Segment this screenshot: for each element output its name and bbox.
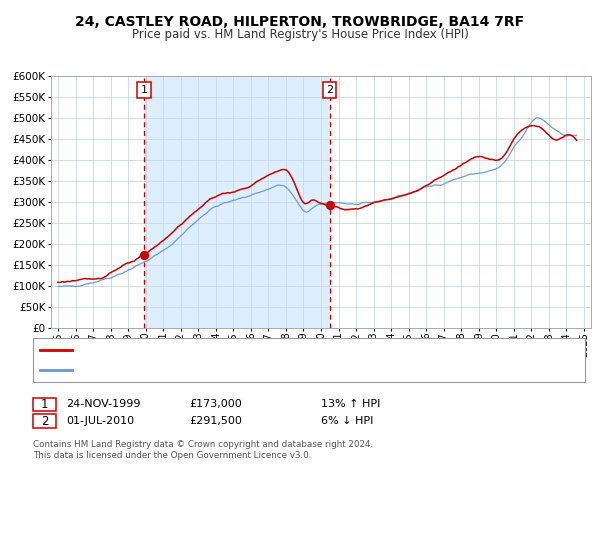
Point bbox=[139, 250, 149, 259]
Text: 2: 2 bbox=[41, 414, 48, 428]
Text: 2: 2 bbox=[326, 85, 334, 95]
Bar bbox=[144, 76, 330, 328]
Text: 01-JUL-2010: 01-JUL-2010 bbox=[66, 416, 134, 426]
Text: This data is licensed under the Open Government Licence v3.0.: This data is licensed under the Open Gov… bbox=[33, 451, 311, 460]
Text: £291,500: £291,500 bbox=[189, 416, 242, 426]
Text: £173,000: £173,000 bbox=[189, 399, 242, 409]
Text: 13% ↑ HPI: 13% ↑ HPI bbox=[321, 399, 380, 409]
Text: Contains HM Land Registry data © Crown copyright and database right 2024.: Contains HM Land Registry data © Crown c… bbox=[33, 440, 373, 449]
Text: 1: 1 bbox=[140, 85, 148, 95]
Text: 6% ↓ HPI: 6% ↓ HPI bbox=[321, 416, 373, 426]
Point bbox=[325, 200, 335, 209]
Text: Price paid vs. HM Land Registry's House Price Index (HPI): Price paid vs. HM Land Registry's House … bbox=[131, 28, 469, 41]
Text: 24-NOV-1999: 24-NOV-1999 bbox=[66, 399, 140, 409]
Text: 24, CASTLEY ROAD, HILPERTON, TROWBRIDGE, BA14 7RF (detached house): 24, CASTLEY ROAD, HILPERTON, TROWBRIDGE,… bbox=[76, 346, 470, 356]
Text: HPI: Average price, detached house, Wiltshire: HPI: Average price, detached house, Wilt… bbox=[76, 365, 315, 375]
Text: 24, CASTLEY ROAD, HILPERTON, TROWBRIDGE, BA14 7RF: 24, CASTLEY ROAD, HILPERTON, TROWBRIDGE,… bbox=[76, 15, 524, 29]
Text: 1: 1 bbox=[41, 398, 48, 411]
